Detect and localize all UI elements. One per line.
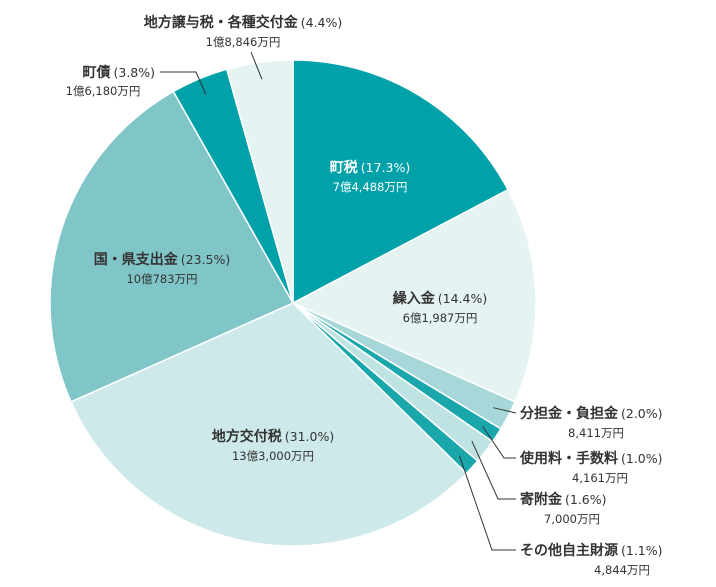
slice-amount-kokukenshishutsukin: 10億783万円 (126, 272, 197, 286)
leader-line-chosai (160, 71, 207, 95)
pie-slice-9 (225, 59, 294, 304)
slice-amount-buntankin: 8,411万円 (568, 426, 624, 440)
slice-amount-chihokofuzei: 13億3,000万円 (232, 449, 314, 463)
slice-label-machizei: 町税 (17.3%) (330, 159, 410, 176)
slice-amount-shiyoryo: 4,161万円 (572, 471, 628, 485)
slice-amount-chosai: 1億6,180万円 (66, 84, 141, 98)
pie-slice-6 (70, 302, 468, 547)
leader-line-joyozei (250, 51, 263, 80)
pie-slice-0 (292, 59, 510, 305)
slice-label-sonota: その他自主財源 (1.1%) (520, 542, 663, 559)
leader-line-buntankin (493, 407, 517, 414)
slice-label-kifukin: 寄附金 (1.6%) (520, 491, 607, 508)
slice-label-chosai: 町債 (3.8%) (82, 64, 155, 81)
leader-lines (160, 51, 517, 551)
slice-label-bunta nkin: 分担金・負担金 (2.0%) (520, 405, 663, 422)
pie-slice-7 (49, 90, 295, 403)
slice-label-kurinyukin: 繰入金 (14.4%) (393, 290, 487, 307)
slice-amount-joyozei: 1億8,846万円 (206, 35, 281, 49)
leader-line-kifukin (471, 440, 516, 500)
slice-amount-kurinyukin: 6億1,987万円 (403, 311, 478, 325)
pie-slices (49, 59, 537, 547)
slice-label-chihokofuzei: 地方交付税 (31.0%) (212, 428, 334, 445)
slice-amount-machizei: 7億4,488万円 (333, 180, 408, 194)
slice-label-kokukenshishutsukin: 国・県支出金 (23.5%) (94, 251, 230, 268)
pie-slice-1 (291, 188, 537, 403)
slice-amount-sonota: 4,844万円 (594, 563, 650, 577)
slice-label-shiyoryo: 使用料・手数料 (1.0%) (519, 450, 663, 467)
slice-amount-kifukin: 7,000万円 (544, 512, 600, 526)
leader-line-shiyoryo (482, 425, 516, 459)
slice-label-joyozei: 地方譲与税・各種交付金 (4.4%) (144, 14, 343, 31)
leader-line-sonota (459, 455, 516, 551)
